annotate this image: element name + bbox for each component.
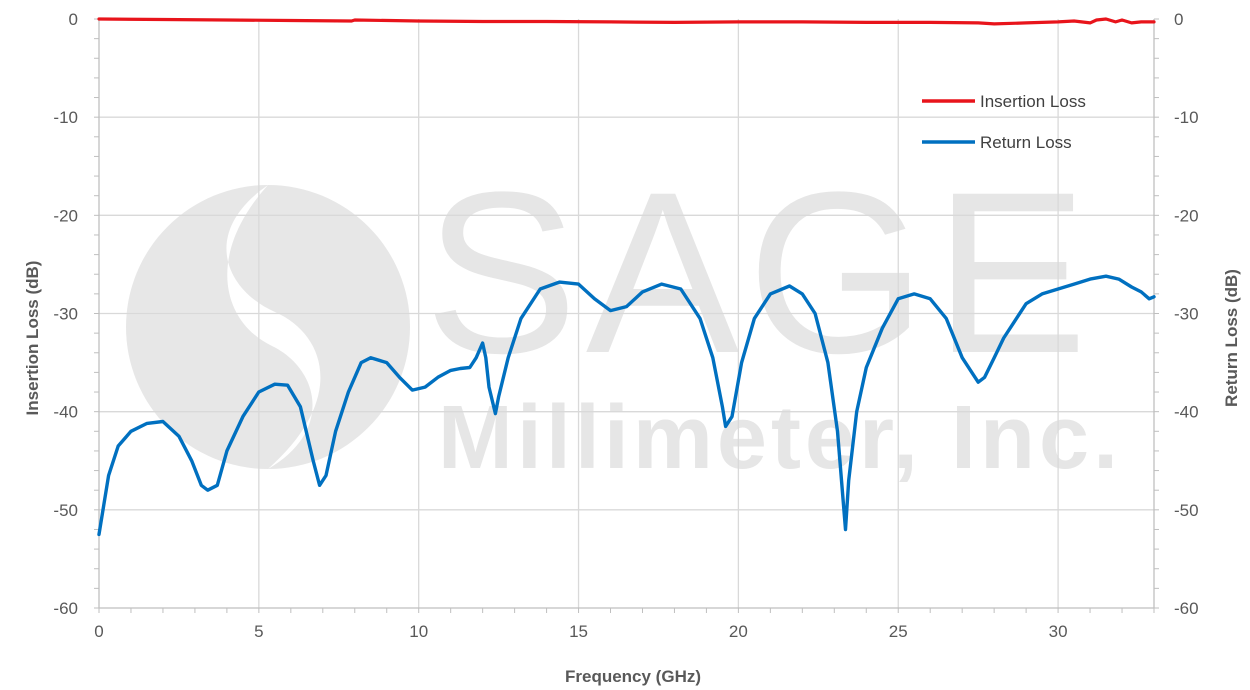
watermark-millimeter-text: Millimeter, Inc. (438, 388, 1122, 488)
y-right-tick-label: -30 (1174, 305, 1199, 324)
y-axis-left-title: Insertion Loss (dB) (23, 261, 42, 416)
x-tick-label: 25 (889, 622, 908, 641)
y-left-tick-label: 0 (69, 10, 78, 29)
watermark-sage-text: SAGE (424, 144, 1095, 401)
series-line-return-loss (97, 274, 1156, 537)
y-left-tick-label: -40 (53, 403, 78, 422)
x-axis-title: Frequency (GHz) (565, 667, 701, 686)
y-right-tick-label: -20 (1174, 206, 1199, 225)
y-left-tick-label: -20 (53, 206, 78, 225)
series-group (97, 17, 1156, 537)
legend-label-insertion-loss: Insertion Loss (980, 92, 1086, 111)
y-axis-right-title: Return Loss (dB) (1222, 269, 1241, 407)
y-left-tick-label: -50 (53, 501, 78, 520)
watermark-logo-swirl (226, 185, 321, 469)
y-right-tick-label: 0 (1174, 10, 1183, 29)
y-right-tick-label: -60 (1174, 599, 1199, 618)
x-tick-label: 20 (729, 622, 748, 641)
y-left-tick-label: -10 (53, 108, 78, 127)
axes: 0 5 10 15 20 25 30 0 0 -10 -10 -20 -20 -30 -30 -40 -40 -5… (53, 10, 1198, 641)
legend-label-return-loss: Return Loss (980, 133, 1072, 152)
y-right-tick-label: -10 (1174, 108, 1199, 127)
y-left-tick-label: -30 (53, 305, 78, 324)
x-tick-label: 5 (254, 622, 263, 641)
y-right-tick-label: -50 (1174, 501, 1199, 520)
x-tick-label: 0 (94, 622, 103, 641)
watermark: SAGE Millimeter, Inc. (126, 144, 1122, 488)
y-right-tick-label: -40 (1174, 403, 1199, 422)
gridlines (99, 19, 1154, 608)
series-line-insertion-loss (97, 17, 1156, 26)
x-tick-label: 10 (409, 622, 428, 641)
y-left-tick-label: -60 (53, 599, 78, 618)
x-tick-label: 15 (569, 622, 588, 641)
x-tick-label: 30 (1049, 622, 1068, 641)
legend: Insertion Loss Return Loss (922, 92, 1086, 152)
